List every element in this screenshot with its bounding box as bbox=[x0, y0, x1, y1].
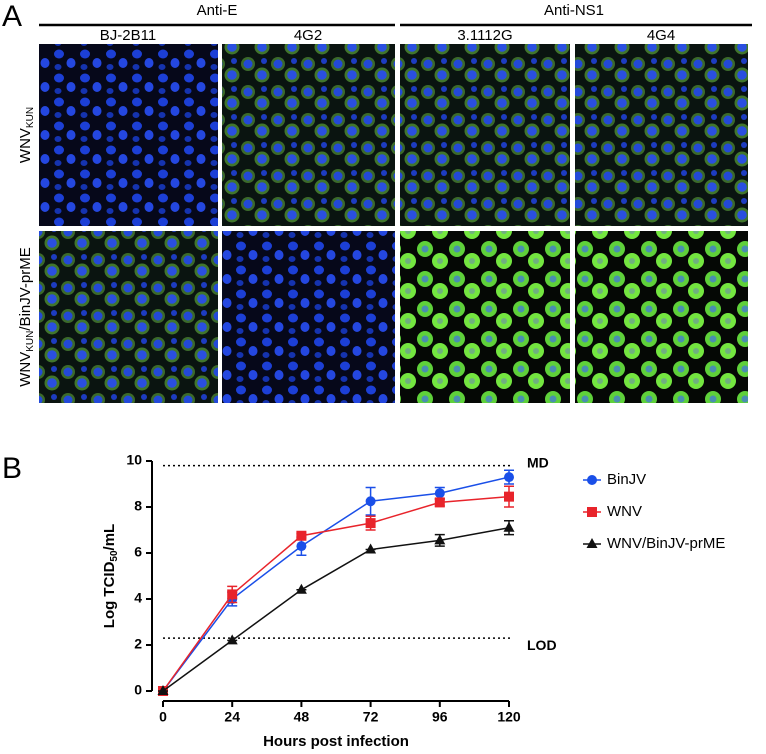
x-tick-label: 72 bbox=[363, 709, 379, 725]
marker bbox=[503, 521, 515, 532]
y-axis-title: Log TCID50/mL bbox=[101, 524, 120, 628]
group-label: Anti-NS1 bbox=[544, 2, 604, 19]
marker bbox=[434, 497, 445, 508]
column-label: BJ-2B11 bbox=[100, 27, 156, 44]
micrograph bbox=[400, 231, 570, 403]
marker bbox=[365, 518, 376, 529]
marker bbox=[365, 543, 377, 554]
legend-label: WNV bbox=[607, 503, 642, 520]
series-line bbox=[162, 476, 510, 692]
marker bbox=[365, 496, 376, 507]
marker bbox=[296, 530, 307, 541]
marker bbox=[226, 634, 238, 645]
x-tick-label: 120 bbox=[497, 709, 521, 725]
marker bbox=[296, 541, 307, 552]
y-tick-label: 10 bbox=[126, 452, 142, 468]
x-tick-label: 24 bbox=[224, 709, 240, 725]
group-label: Anti-E bbox=[197, 2, 238, 19]
marker bbox=[504, 472, 514, 483]
reference-label: LOD bbox=[527, 637, 557, 653]
x-tick-label: 48 bbox=[294, 709, 310, 725]
micrograph bbox=[575, 231, 748, 403]
x-tick-label: 0 bbox=[159, 709, 167, 725]
legend-marker bbox=[586, 538, 598, 548]
micrograph bbox=[39, 231, 218, 403]
panel-label: A bbox=[2, 0, 22, 33]
legend-marker bbox=[587, 507, 597, 517]
column-label: 4G2 bbox=[294, 27, 322, 44]
column-label: 3.1112G bbox=[457, 27, 512, 44]
marker bbox=[227, 589, 238, 600]
row-label: WNVKUN/BinJV-prME bbox=[17, 247, 36, 386]
micrograph bbox=[400, 44, 570, 226]
micrograph bbox=[39, 44, 218, 226]
marker bbox=[434, 488, 445, 499]
y-tick-label: 8 bbox=[134, 498, 142, 514]
column-label: 4G4 bbox=[647, 27, 675, 44]
legend-label: WNV/BinJV-prME bbox=[607, 535, 725, 552]
x-axis-title: Hours post infection bbox=[263, 733, 409, 750]
reference-label: MD bbox=[527, 454, 549, 470]
y-tick-label: 2 bbox=[134, 636, 142, 652]
y-tick-label: 4 bbox=[134, 590, 142, 606]
micrograph bbox=[222, 231, 395, 403]
row-label: WNVKUN bbox=[17, 107, 36, 163]
marker bbox=[157, 685, 169, 695]
marker bbox=[434, 534, 446, 545]
series-line bbox=[162, 495, 510, 692]
micrograph bbox=[222, 44, 395, 226]
legend-label: BinJV bbox=[607, 471, 646, 488]
marker bbox=[504, 491, 514, 502]
micrograph bbox=[575, 44, 748, 226]
panel-label: B bbox=[2, 452, 22, 485]
y-tick-label: 0 bbox=[134, 682, 142, 698]
y-tick-label: 6 bbox=[134, 544, 142, 560]
series-line bbox=[162, 526, 510, 692]
marker bbox=[295, 583, 307, 594]
x-tick-label: 96 bbox=[432, 709, 448, 725]
legend-marker bbox=[587, 475, 597, 485]
